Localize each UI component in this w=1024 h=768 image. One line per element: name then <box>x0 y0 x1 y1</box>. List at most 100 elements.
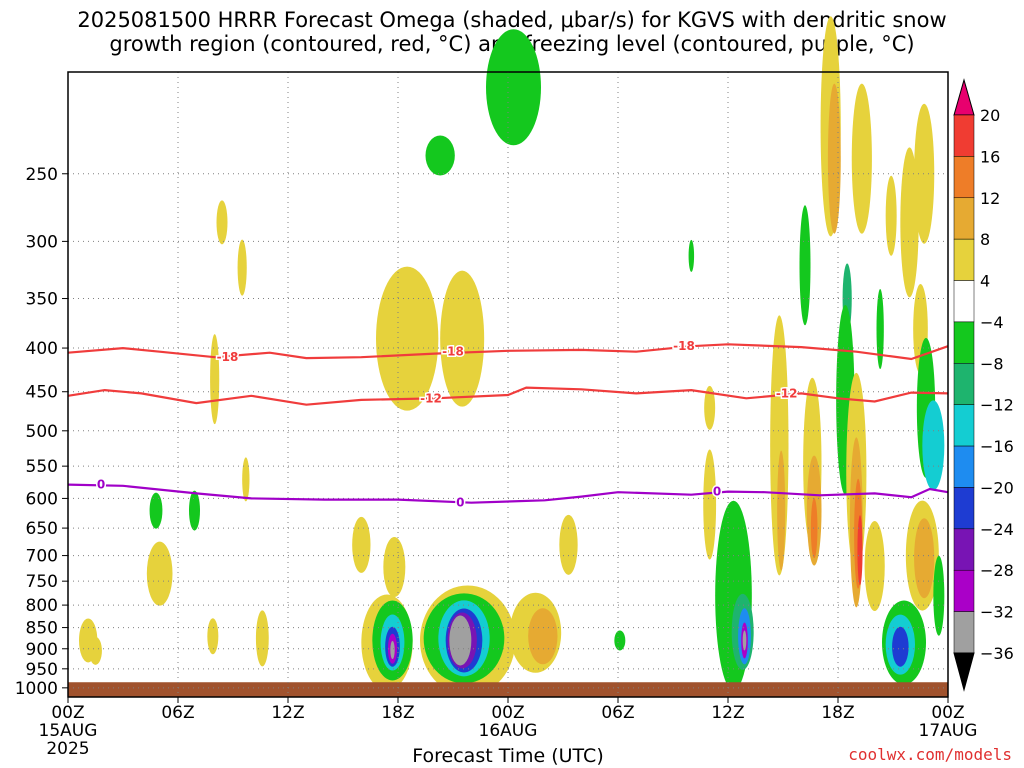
y-tick-label: 450 <box>26 383 58 403</box>
colorbar-label: 16 <box>980 147 1000 166</box>
colorbar-label: 8 <box>980 230 990 249</box>
credit-link[interactable]: coolwx.com/models <box>848 745 1012 764</box>
colorbar-label: −8 <box>980 354 1004 373</box>
x-tick-date: 15AUG <box>39 721 98 741</box>
colorbar-segment <box>953 363 975 405</box>
omega-blob <box>704 385 716 430</box>
y-tick-label: 250 <box>26 165 58 185</box>
y-tick-label: 400 <box>26 339 58 359</box>
colorbar-segment <box>953 528 975 571</box>
contour-line <box>67 483 949 504</box>
colorbar-segment <box>953 197 975 240</box>
omega-blob <box>149 492 163 529</box>
omega-blob <box>933 555 945 636</box>
contour-label: 0 <box>97 478 105 492</box>
x-tick-label: 12Z <box>711 703 744 723</box>
plot-frame <box>67 71 949 698</box>
y-tick-label: 800 <box>26 596 58 616</box>
x-tick-label: 00Z <box>931 703 964 723</box>
y-tick-label: 750 <box>26 572 58 592</box>
x-tick-label: 00Z <box>491 703 524 723</box>
omega-blob <box>922 400 945 491</box>
x-tick-date: 17AUG <box>919 721 978 741</box>
omega-blob <box>207 618 219 655</box>
colorbar-label: −12 <box>980 396 1014 415</box>
omega-blob <box>827 83 841 234</box>
y-tick-label: 550 <box>26 457 58 477</box>
contour-label: 0 <box>713 485 721 499</box>
omega-blob <box>440 270 485 407</box>
contour-label: -12 <box>776 386 798 400</box>
omega-blob <box>146 541 173 606</box>
omega-blob <box>914 103 935 244</box>
colorbar-segment <box>953 611 975 654</box>
x-tick-label: 00Z <box>51 703 84 723</box>
omega-blob <box>528 608 558 665</box>
omega-blob <box>242 457 250 502</box>
contour-label: 0 <box>456 496 464 510</box>
colorbar-segment <box>953 114 975 157</box>
colorbar-bottom-arrow <box>953 652 975 692</box>
omega-blob <box>777 450 786 571</box>
omega-blob <box>688 239 695 272</box>
y-tick-label: 700 <box>26 547 58 567</box>
y-tick-label: 850 <box>26 619 58 639</box>
omega-blob <box>376 266 439 411</box>
colorbar-segment <box>953 280 975 323</box>
chart-title-line1: 2025081500 HRRR Forecast Omega (shaded, … <box>77 8 947 32</box>
y-tick-label: 650 <box>26 519 58 539</box>
x-tick-label: 18Z <box>381 703 414 723</box>
omega-blob <box>383 537 406 598</box>
omega-blob <box>742 630 747 651</box>
omega-blob <box>857 515 863 586</box>
colorbar-label: −28 <box>980 561 1014 580</box>
y-tick-label: 350 <box>26 290 58 310</box>
x-tick-label: 18Z <box>821 703 854 723</box>
contour-label: -18 <box>673 339 695 353</box>
y-tick-label: 300 <box>26 232 58 252</box>
x-tick-year: 2025 <box>46 739 89 759</box>
omega-blob <box>614 630 626 651</box>
y-tick-label: 900 <box>26 640 58 660</box>
omega-blob <box>799 205 811 326</box>
colorbar-label: −24 <box>980 520 1014 539</box>
colorbar-segment <box>953 445 975 488</box>
grid-layer <box>67 72 949 697</box>
omega-blob <box>452 618 469 663</box>
colorbar-top-arrow <box>953 78 975 116</box>
x-tick-date: 16AUG <box>479 721 538 741</box>
contour-label: -12 <box>420 391 442 405</box>
omega-blob <box>352 516 371 573</box>
x-axis-label: Forecast Time (UTC) <box>412 745 604 767</box>
colorbar: 20 16 12 8 4 −4 −8 −12 −16 −20 −24 −28 −32 −36 <box>953 78 1014 692</box>
colorbar-segment <box>953 321 975 364</box>
colorbar-segment <box>953 487 975 530</box>
colorbar-label: −4 <box>980 313 1004 332</box>
y-tick-label: 600 <box>26 489 58 509</box>
colorbar-segment <box>953 156 975 199</box>
ground-layer <box>68 682 948 697</box>
contour-label: -18 <box>442 345 464 359</box>
colorbar-label: −16 <box>980 437 1014 456</box>
omega-blob <box>486 29 541 146</box>
omega-blob <box>390 641 395 660</box>
omega-blob <box>892 626 909 667</box>
omega-shading-layer <box>79 16 945 696</box>
omega-blob <box>810 498 818 559</box>
colorbar-segment <box>953 404 975 447</box>
omega-blob <box>851 83 872 234</box>
omega-blob <box>237 239 247 296</box>
omega-blob <box>189 490 200 531</box>
contour-label: -18 <box>217 350 239 364</box>
plot-border <box>67 71 949 698</box>
colorbar-label: 20 <box>980 106 1000 125</box>
colorbar-label: 4 <box>980 272 990 291</box>
x-tick-label: 06Z <box>601 703 634 723</box>
x-tick-label: 12Z <box>271 703 304 723</box>
x-tick-label: 06Z <box>161 703 194 723</box>
omega-blob <box>885 175 897 256</box>
y-tick-label: 1000 <box>15 679 58 699</box>
colorbar-label: 12 <box>980 189 1000 208</box>
